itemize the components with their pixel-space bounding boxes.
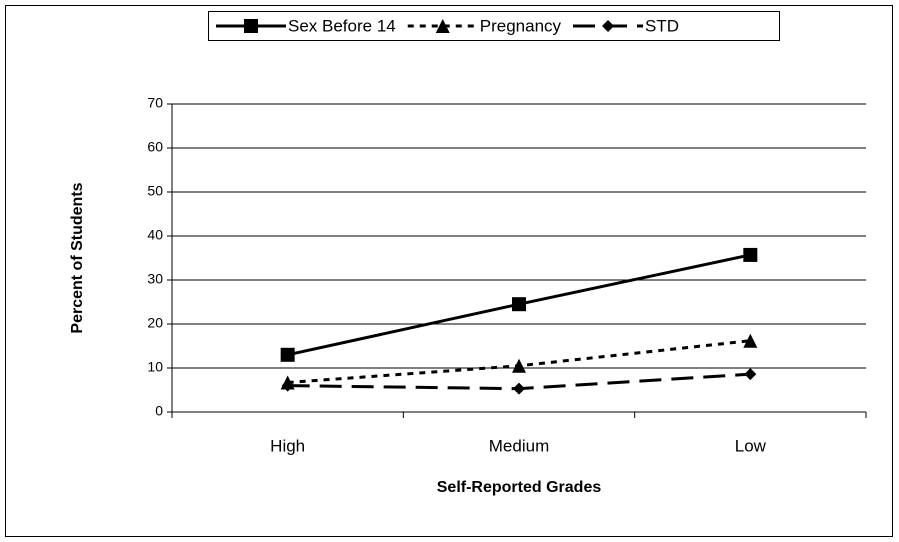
y-tick-label: 0 (155, 403, 163, 419)
marker (512, 297, 526, 312)
legend-label: Pregnancy (480, 16, 562, 35)
y-tick-label: 50 (147, 183, 163, 199)
marker (513, 382, 525, 395)
legend-box (208, 11, 780, 41)
y-tick-label: 60 (147, 139, 163, 155)
marker (435, 19, 450, 33)
marker (743, 247, 758, 262)
y-axis-title: Percent of Students (69, 182, 86, 333)
y-tick-label: 20 (147, 315, 163, 331)
marker (512, 358, 526, 373)
marker (280, 347, 295, 362)
y-tick-label: 10 (147, 359, 163, 375)
marker (743, 333, 758, 348)
legend-label: STD (645, 16, 679, 35)
x-axis-title: Self-Reported Grades (437, 479, 602, 496)
x-tick-label: Medium (489, 436, 549, 455)
y-tick-label: 30 (147, 271, 163, 287)
y-tick-label: 70 (147, 95, 163, 111)
y-tick-label: 40 (147, 227, 163, 243)
marker (244, 19, 258, 33)
marker (281, 379, 294, 392)
legend-label: Sex Before 14 (288, 16, 396, 35)
marker (744, 368, 757, 381)
chart-border (5, 5, 893, 537)
x-tick-label: Low (735, 436, 767, 455)
x-tick-label: High (270, 436, 305, 455)
marker (602, 20, 615, 32)
